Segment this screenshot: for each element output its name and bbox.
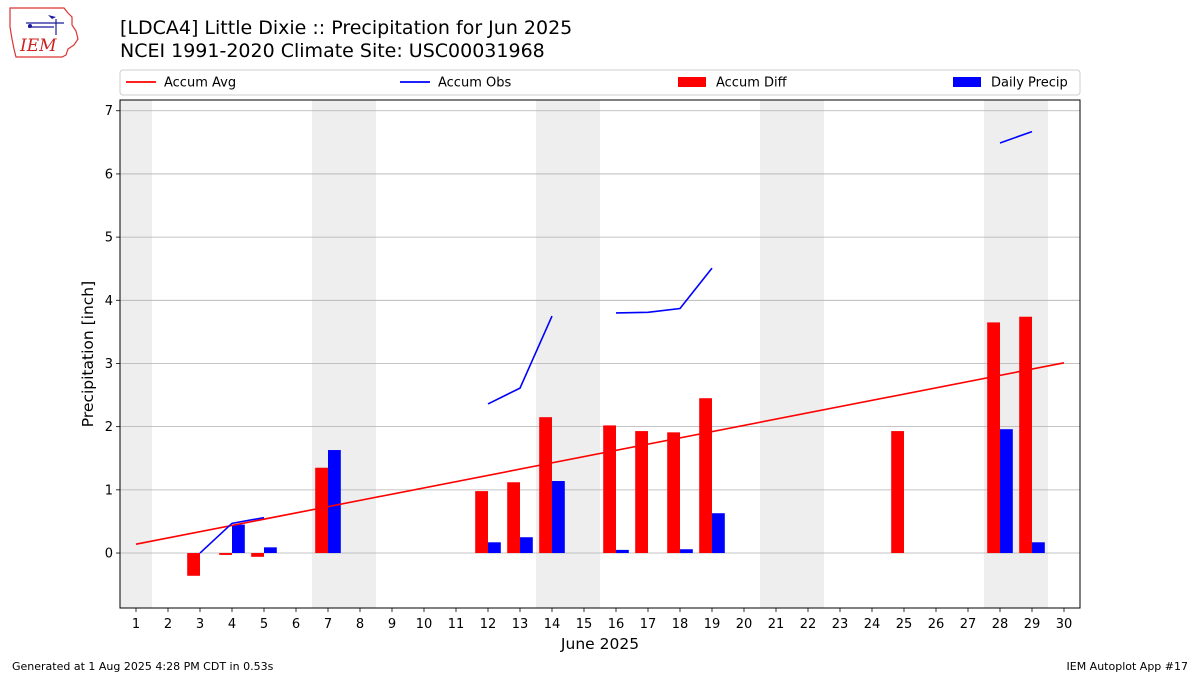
footer-generated: Generated at 1 Aug 2025 4:28 PM CDT in 0…: [12, 660, 274, 673]
accum-diff-bar: [1019, 316, 1032, 554]
x-tick-label: 1: [132, 617, 140, 632]
x-tick-label: 22: [800, 617, 817, 632]
x-tick-label: 21: [768, 617, 785, 632]
daily-precip-bar: [616, 549, 629, 554]
x-tick-label: 30: [1056, 617, 1073, 632]
logo-text: IEM: [19, 36, 57, 56]
x-tick-label: 27: [960, 617, 977, 632]
x-tick-label: 12: [480, 617, 497, 632]
accum-obs-line: [487, 315, 553, 405]
accum-diff-bar: [187, 553, 200, 576]
daily-precip-bar: [1032, 542, 1045, 554]
weekend-shade: [792, 100, 824, 608]
accum-diff-bar: [699, 398, 712, 554]
x-tick-label: 20: [736, 617, 753, 632]
accum-obs-line: [999, 130, 1033, 144]
x-axis-label: June 2025: [560, 635, 639, 653]
daily-precip-bar: [488, 542, 501, 554]
accum-diff-bar: [507, 482, 520, 554]
x-tick-label: 6: [292, 617, 300, 632]
daily-precip-bar: [264, 547, 277, 554]
y-tick-label: 0: [105, 547, 113, 562]
x-tick-label: 23: [832, 617, 849, 632]
x-tick-label: 16: [608, 617, 625, 632]
daily-precip-bar: [328, 450, 341, 554]
accum-diff-bar: [603, 425, 616, 554]
x-tick-label: 26: [928, 617, 945, 632]
x-tick-label: 4: [228, 617, 236, 632]
accum-diff-bar: [891, 431, 904, 554]
y-tick-label: 2: [105, 420, 113, 435]
x-tick-label: 2: [164, 617, 172, 632]
accum-diff-bar: [315, 467, 328, 554]
x-tick-label: 13: [512, 617, 529, 632]
y-tick-label: 1: [105, 483, 113, 498]
x-tick-label: 29: [1024, 617, 1041, 632]
iem-logo: IEM: [9, 7, 79, 58]
x-tick-label: 10: [416, 617, 433, 632]
x-tick-label: 3: [196, 617, 204, 632]
legend-label: Accum Obs: [438, 76, 511, 91]
x-tick-label: 7: [324, 617, 332, 632]
plot-frame: [119, 99, 1081, 609]
legend-swatch-bar: [678, 77, 706, 87]
y-tick-label: 5: [105, 231, 113, 246]
y-tick-label: 6: [105, 167, 113, 182]
x-tick-label: 18: [672, 617, 689, 632]
y-axis-label: Precipitation [inch]: [79, 281, 97, 427]
x-tick-label: 8: [356, 617, 364, 632]
footer-app: IEM Autoplot App #17: [1066, 660, 1189, 673]
accum-diff-bar: [635, 431, 648, 554]
accum-diff-bar: [251, 553, 264, 557]
legend-swatch-bar: [953, 77, 981, 87]
accum-diff-bar: [219, 553, 232, 555]
iowa-outline-shape: [9, 7, 79, 58]
weekend-shade: [760, 100, 792, 608]
accum-obs-line: [199, 516, 265, 554]
weekend-shade: [344, 100, 376, 608]
daily-precip-bar: [232, 524, 245, 554]
chart-subtitle: NCEI 1991-2020 Climate Site: USC00031968: [120, 40, 545, 62]
y-tick-label: 3: [105, 357, 113, 372]
accum-diff-bar: [475, 491, 488, 554]
legend-frame: [119, 69, 1081, 96]
x-tick-label: 11: [448, 617, 465, 632]
weekend-shade: [120, 100, 152, 608]
weekend-shade: [568, 100, 600, 608]
legend-label: Accum Diff: [716, 76, 788, 91]
accum-diff-bar: [539, 417, 552, 554]
y-tick-label: 7: [105, 104, 113, 119]
daily-precip-bar: [1000, 429, 1013, 554]
chart-title: [LDCA4] Little Dixie :: Precipitation fo…: [120, 17, 573, 39]
x-tick-label: 19: [704, 617, 721, 632]
accum-diff-bar: [667, 432, 680, 554]
y-tick-label: 4: [105, 294, 113, 309]
x-tick-label: 15: [576, 617, 593, 632]
x-tick-label: 14: [544, 617, 561, 632]
legend-label: Daily Precip: [991, 76, 1068, 91]
daily-precip-bar: [712, 513, 725, 554]
accum-diff-bar: [987, 322, 1000, 554]
legend-label: Accum Avg: [164, 76, 236, 91]
x-tick-label: 5: [260, 617, 268, 632]
x-tick-label: 17: [640, 617, 657, 632]
x-tick-label: 9: [388, 617, 396, 632]
x-tick-label: 24: [864, 617, 881, 632]
legend: Accum Avg Accum Obs Accum Diff Daily Precip: [119, 69, 1081, 96]
daily-precip-bar: [680, 549, 693, 554]
daily-precip-bar: [520, 537, 533, 554]
x-tick-label: 25: [896, 617, 913, 632]
accum-avg-line: [135, 362, 1065, 545]
daily-precip-bar: [552, 481, 565, 554]
accum-obs-line: [615, 267, 713, 314]
x-tick-label: 28: [992, 617, 1009, 632]
